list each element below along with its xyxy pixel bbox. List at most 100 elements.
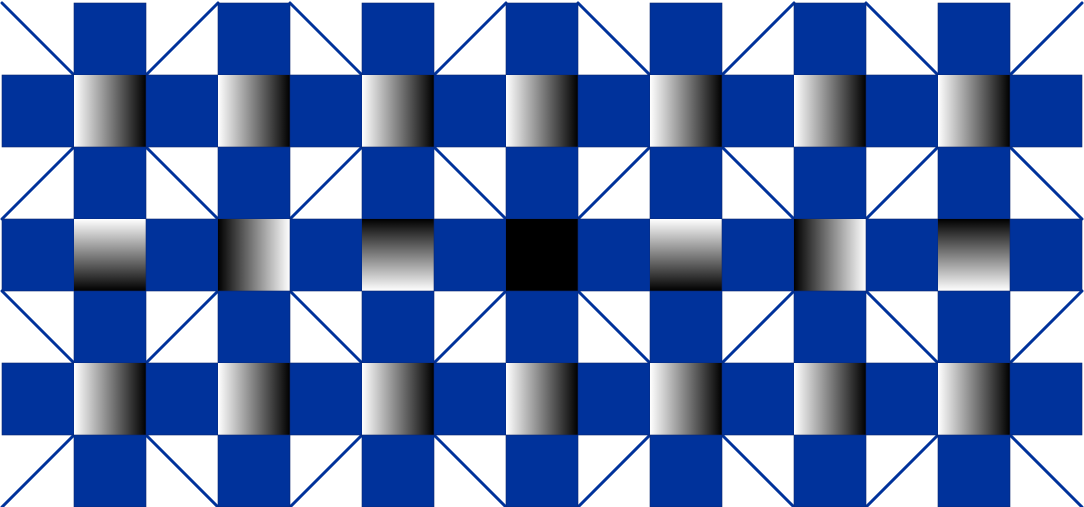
- blue-tile: [505, 146, 579, 220]
- blue-tile: [145, 74, 219, 148]
- blue-tile: [793, 290, 867, 364]
- gradient-square: [218, 363, 290, 435]
- blue-tile: [577, 218, 651, 292]
- blue-tile: [217, 290, 291, 364]
- blue-tile: [1009, 74, 1083, 148]
- blue-tile: [865, 362, 939, 436]
- diagonal-line: [432, 145, 508, 221]
- blue-tile: [577, 74, 651, 148]
- diagonal-line: [0, 433, 76, 507]
- blue-tile: [505, 290, 579, 364]
- gradient-square: [650, 363, 722, 435]
- diagonal-line: [720, 289, 796, 365]
- blue-tile: [937, 146, 1011, 220]
- diagonal-line: [144, 1, 220, 77]
- gradient-square: [362, 219, 434, 291]
- gradient-square: [794, 75, 866, 147]
- blue-tile: [793, 434, 867, 507]
- blue-tile: [649, 434, 723, 507]
- diagonal-line: [288, 433, 364, 507]
- blue-tile: [433, 362, 507, 436]
- blue-tile: [865, 74, 939, 148]
- gradient-square: [74, 75, 146, 147]
- blue-tile: [361, 434, 435, 507]
- blue-tile: [937, 434, 1011, 507]
- diagonal-line: [0, 1, 76, 77]
- diagonal-line: [432, 433, 508, 507]
- gradient-square: [650, 75, 722, 147]
- blue-tile: [1, 218, 75, 292]
- diagonal-line: [432, 1, 508, 77]
- blue-tile: [505, 434, 579, 507]
- diagonal-line: [144, 433, 220, 507]
- diagonal-line: [576, 433, 652, 507]
- blue-tile: [73, 434, 147, 507]
- gradient-square: [362, 75, 434, 147]
- blue-tile: [289, 218, 363, 292]
- blue-tile: [361, 2, 435, 76]
- gradient-square: [938, 219, 1010, 291]
- blue-tile: [217, 2, 291, 76]
- blue-tile: [865, 218, 939, 292]
- diagonal-line: [576, 289, 652, 365]
- gradient-square: [218, 75, 290, 147]
- gradient-square: [794, 219, 866, 291]
- diagonal-line: [576, 145, 652, 221]
- gradient-square: [650, 219, 722, 291]
- gradient-square: [506, 363, 578, 435]
- blue-tile: [793, 146, 867, 220]
- blue-tile: [433, 218, 507, 292]
- gradient-square: [794, 363, 866, 435]
- diagonal-line: [288, 1, 364, 77]
- diagonal-line: [1008, 433, 1084, 507]
- diagonal-line: [432, 289, 508, 365]
- blue-tile: [721, 74, 795, 148]
- diagonal-line: [0, 145, 76, 221]
- diagonal-line: [1008, 1, 1084, 77]
- blue-tile: [721, 218, 795, 292]
- diagonal-line: [288, 145, 364, 221]
- blue-tile: [649, 290, 723, 364]
- blue-tile: [649, 146, 723, 220]
- blue-tile: [289, 74, 363, 148]
- diagonal-line: [144, 145, 220, 221]
- blue-tile: [361, 146, 435, 220]
- gradient-square: [938, 75, 1010, 147]
- gradient-square: [938, 363, 1010, 435]
- blue-tile: [145, 218, 219, 292]
- blue-tile: [361, 290, 435, 364]
- gradient-square: [362, 363, 434, 435]
- diagonal-line: [144, 289, 220, 365]
- blue-tile: [937, 290, 1011, 364]
- blue-tile: [433, 74, 507, 148]
- diagonal-line: [720, 433, 796, 507]
- blue-tile: [793, 2, 867, 76]
- blue-tile: [217, 434, 291, 507]
- blue-tile: [73, 2, 147, 76]
- blue-tile: [1009, 362, 1083, 436]
- diagonal-line: [720, 145, 796, 221]
- diagonal-line: [0, 289, 76, 365]
- blue-tile: [73, 146, 147, 220]
- diagonal-line: [1008, 145, 1084, 221]
- black-center-square: [506, 219, 578, 291]
- blue-tile: [73, 290, 147, 364]
- blue-tile: [217, 146, 291, 220]
- diagonal-line: [864, 1, 940, 77]
- blue-tile: [289, 362, 363, 436]
- blue-tile: [721, 362, 795, 436]
- diagonal-line: [864, 289, 940, 365]
- gradient-square: [218, 219, 290, 291]
- blue-tile: [505, 2, 579, 76]
- blue-tile: [145, 362, 219, 436]
- blue-tile: [649, 2, 723, 76]
- diagonal-line: [864, 145, 940, 221]
- diagonal-line: [1008, 289, 1084, 365]
- diagonal-line: [576, 1, 652, 77]
- gradient-square: [74, 219, 146, 291]
- gradient-square: [506, 75, 578, 147]
- blue-tile: [937, 2, 1011, 76]
